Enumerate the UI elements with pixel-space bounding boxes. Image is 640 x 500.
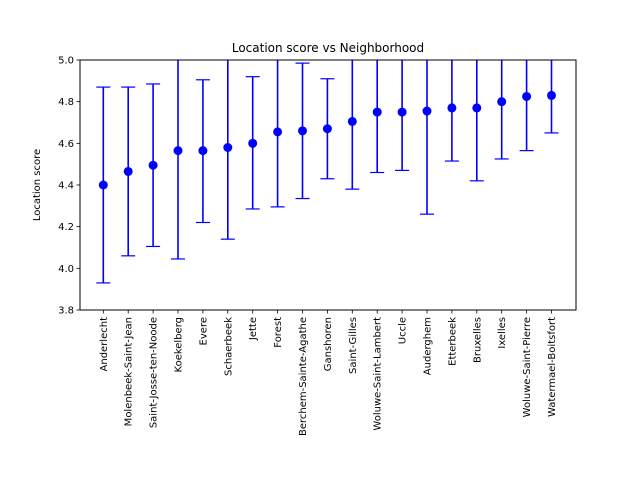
data-point — [447, 103, 457, 113]
plot-frame — [79, 59, 577, 311]
x-tick-label: Uccle — [398, 317, 409, 344]
data-point — [173, 146, 183, 156]
x-axis: Anderlecht Molenbeek-Saint-Jean Saint-Joss… — [99, 310, 558, 436]
x-tick-label: Saint-Gilles — [348, 317, 359, 374]
x-tick-label: Forest — [273, 317, 284, 348]
error-bar-series — [96, 60, 559, 284]
x-tick-label: Evere — [198, 317, 209, 345]
data-point — [223, 143, 233, 152]
y-tick-label: 4.6 — [58, 139, 74, 150]
y-tick-label: 3.8 — [58, 306, 74, 317]
data-point — [98, 180, 108, 190]
x-tick-label: Woluwe-Saint-Pierre — [522, 317, 533, 417]
data-point — [322, 124, 332, 134]
x-tick-label: Schaerbeek — [223, 317, 234, 376]
x-tick-label: Berchem-Sainte-Agathe — [298, 317, 309, 436]
data-point — [123, 166, 133, 176]
data-point — [148, 160, 158, 170]
chart-title: Location score vs Neighborhood — [232, 41, 424, 55]
data-point — [347, 116, 357, 126]
data-point — [273, 127, 283, 137]
y-tick-label: 4.2 — [58, 222, 74, 233]
y-axis: 3.8 4.0 4.2 4.4 4.6 4.8 5.0 — [58, 56, 80, 317]
data-point — [372, 107, 382, 117]
x-tick-label: Watermael-Boitsfort — [547, 317, 558, 417]
data-point — [248, 138, 258, 148]
data-point — [522, 91, 532, 101]
x-tick-label: Auderghem — [423, 317, 434, 375]
data-point — [472, 103, 482, 113]
y-tick-label: 4.4 — [58, 181, 74, 192]
x-tick-label: Saint-Josse-ten-Noode — [149, 317, 160, 428]
data-point — [497, 97, 507, 107]
data-point — [422, 106, 432, 116]
data-point — [298, 126, 307, 136]
x-tick-label: Anderlecht — [99, 317, 110, 372]
x-tick-label: Koekelberg — [174, 317, 185, 372]
data-point — [547, 90, 556, 100]
y-axis-label: Location score — [32, 149, 43, 221]
x-tick-label: Jette — [248, 317, 259, 341]
x-tick-label: Ganshoren — [323, 317, 334, 371]
x-tick-label: Etterbeek — [447, 317, 458, 366]
y-tick-label: 4.0 — [58, 264, 74, 275]
x-tick-label: Bruxelles — [472, 317, 483, 363]
data-point — [198, 146, 208, 156]
y-tick-label: 4.8 — [58, 97, 74, 108]
x-tick-label: Ixelles — [497, 317, 508, 349]
y-tick-label: 5.0 — [58, 56, 74, 67]
x-tick-label: Woluwe-Saint-Lambert — [373, 317, 384, 431]
x-tick-label: Molenbeek-Saint-Jean — [124, 317, 135, 426]
data-point — [397, 107, 407, 117]
